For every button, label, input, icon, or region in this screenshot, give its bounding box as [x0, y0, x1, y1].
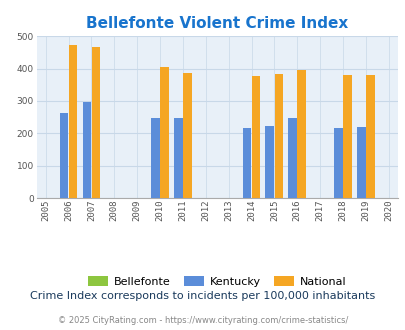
Bar	[92, 47, 100, 198]
Bar	[342, 76, 351, 198]
Text: Crime Index corresponds to incidents per 100,000 inhabitants: Crime Index corresponds to incidents per…	[30, 291, 375, 301]
Bar	[160, 67, 168, 198]
Bar	[288, 118, 296, 198]
Text: © 2025 CityRating.com - https://www.cityrating.com/crime-statistics/: © 2025 CityRating.com - https://www.city…	[58, 316, 347, 325]
Bar	[183, 73, 191, 198]
Bar	[251, 77, 260, 198]
Bar	[274, 74, 283, 198]
Legend: Bellefonte, Kentucky, National: Bellefonte, Kentucky, National	[84, 272, 350, 291]
Bar	[60, 113, 68, 198]
Bar	[356, 127, 365, 198]
Bar	[333, 128, 342, 198]
Bar	[68, 45, 77, 198]
Bar	[174, 118, 182, 198]
Bar	[365, 76, 374, 198]
Bar	[297, 70, 305, 198]
Bar	[151, 118, 160, 198]
Bar	[242, 128, 251, 198]
Title: Bellefonte Violent Crime Index: Bellefonte Violent Crime Index	[86, 16, 347, 31]
Bar	[265, 126, 273, 198]
Bar	[82, 102, 91, 198]
